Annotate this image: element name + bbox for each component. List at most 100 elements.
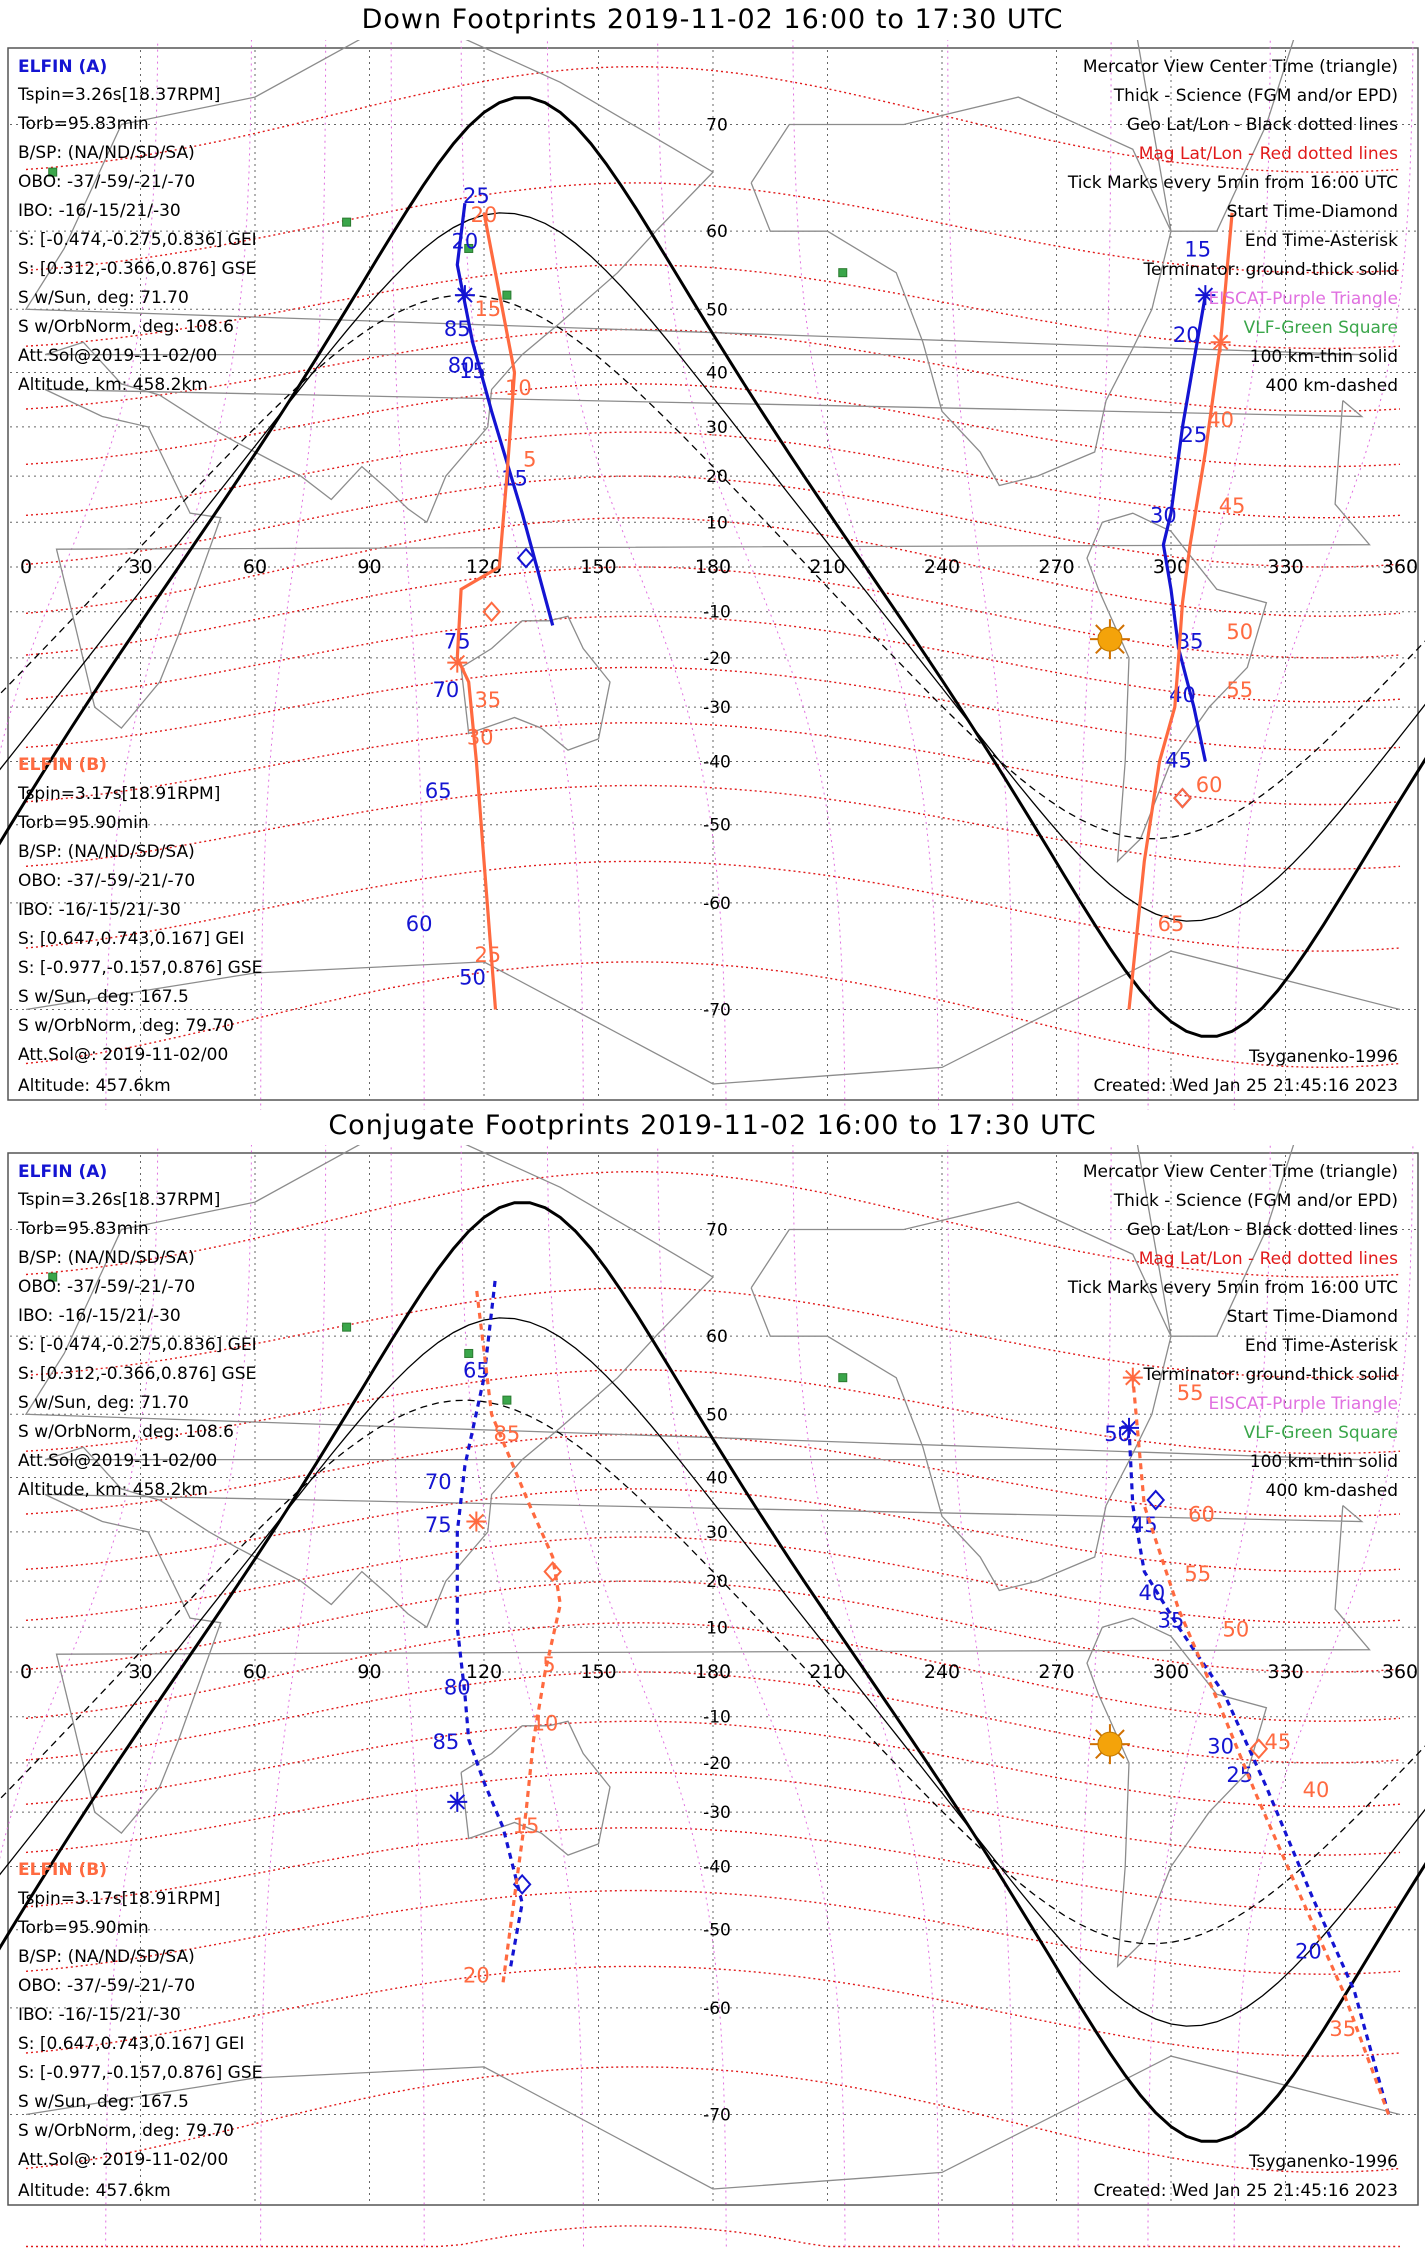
mag-meridian-line	[1077, 40, 1112, 1110]
elfin-a-info-line: Tspin=3.26s[18.37RPM]	[17, 1190, 220, 1210]
track-tick-label: 45	[1264, 1730, 1291, 1754]
mag-latitude-line	[25, 1671, 1401, 1764]
mag-latitude-line	[25, 1827, 1401, 1911]
mag-meridian-line	[947, 1145, 1014, 2247]
track-tick-label: 20	[1295, 1940, 1322, 1964]
lon-label: 180	[695, 1661, 731, 1683]
mag-latitude-line	[25, 1287, 1401, 1379]
coastline-6	[25, 2055, 1401, 2190]
mag-latitude-line	[25, 2066, 1401, 2174]
legend-line: Start Time-Diamond	[1227, 1307, 1398, 1327]
lat-label: -60	[703, 1999, 731, 2019]
sun-icon	[1097, 626, 1123, 652]
elfin-a-info-line: B/SP: (NA/ND/SD/SA)	[18, 143, 195, 163]
lon-label: 360	[1382, 556, 1418, 578]
mag-latitude-line	[25, 383, 1401, 468]
elfin-a-info-line: Altitude, km: 458.2km	[18, 1480, 208, 1500]
coastline-1	[1086, 1617, 1268, 1968]
vlf-site-square	[48, 1272, 58, 1282]
mag-meridian-line	[546, 40, 727, 1110]
mag-latitude-line	[25, 784, 1401, 870]
lat-label: 20	[706, 1572, 728, 1592]
lat-label: 30	[706, 1523, 728, 1543]
track-tick-label: 45	[1165, 748, 1192, 772]
lat-label: 50	[706, 300, 728, 320]
coastline-3	[24, 1145, 1362, 1629]
coastline-0	[750, 1201, 1172, 1592]
created-label: Created: Wed Jan 25 21:45:16 2023	[1093, 1076, 1398, 1096]
end-asterisk	[1197, 287, 1214, 303]
lat-label: -10	[703, 603, 731, 623]
created-label: Created: Wed Jan 25 21:45:16 2023	[1093, 2181, 1398, 2201]
legend-line: VLF-Green Square	[1244, 1423, 1398, 1443]
legend-line: Mag Lat/Lon - Red dotted lines	[1139, 144, 1398, 164]
terminator-100km	[0, 212, 1425, 922]
lon-label: 240	[924, 556, 960, 578]
vlf-site-square	[342, 217, 352, 227]
legend-line: 100 km-thin solid	[1250, 1452, 1398, 1472]
track-tick-label: 20	[463, 1963, 490, 1987]
elfin-a-info-line: S w/Sun, deg: 71.70	[18, 288, 189, 308]
mag-latitude-line	[25, 1170, 1401, 1278]
elfin-b2-track	[1131, 1377, 1391, 2116]
track-tick-label: 80	[444, 1675, 471, 1699]
elfin-a-info-line: S w/OrbNorm, deg: 108.6	[18, 1422, 234, 1442]
lat-label: 40	[706, 1468, 728, 1488]
mag-meridian-line	[546, 1145, 727, 2247]
lat-label: 60	[706, 222, 728, 242]
legend-line: VLF-Green Square	[1244, 318, 1398, 338]
mag-latitude-line	[25, 517, 1401, 617]
mag-meridian-line	[260, 40, 327, 1110]
coastline-0	[750, 96, 1172, 487]
lat-label: 10	[706, 513, 728, 533]
sun-ray	[1117, 1729, 1125, 1737]
lon-label: 90	[357, 1661, 381, 1683]
legend-line: End Time-Asterisk	[1245, 1336, 1398, 1356]
model-label: Tsyganenko-1996	[1248, 2152, 1398, 2172]
elfin-b-info-line: S w/Sun, deg: 167.5	[18, 987, 189, 1007]
mag-latitude-line	[25, 1536, 1401, 1624]
track-tick-label: 55	[1184, 1562, 1211, 1586]
elfin-b-info-line: IBO: -16/-15/21/-30	[18, 900, 181, 920]
coastline-2	[44, 1493, 1371, 1835]
start-diamond	[543, 1561, 563, 1583]
elfin-a-title: ELFIN (A)	[18, 1162, 107, 1182]
track-tick-label: 20	[1173, 323, 1200, 347]
elfin-b-info-line: B/SP: (NA/ND/SD/SA)	[18, 1947, 195, 1967]
end-asterisk	[1212, 334, 1229, 351]
lat-label: 50	[706, 1405, 728, 1425]
sun-ray	[1095, 646, 1103, 655]
lat-label: 60	[706, 1327, 728, 1347]
elfin-a-title: ELFIN (A)	[18, 57, 107, 77]
mag-latitude-line	[25, 1771, 1401, 1856]
track-tick-label: 60	[1188, 1503, 1215, 1527]
mag-latitude-line	[25, 1622, 1401, 1722]
model-label: Tsyganenko-1996	[1248, 1047, 1398, 1067]
elfin-b-info-line: Att.Sol@: 2019-11-02/00	[18, 1045, 228, 1065]
elfin-a-info-line: Torb=95.83min	[17, 1219, 149, 1239]
track-tick-label: 85	[432, 1730, 459, 1754]
track-tick-label: 30	[1150, 503, 1177, 527]
elfin-a-info-line: S w/OrbNorm, deg: 108.6	[18, 317, 234, 337]
track-tick-label: 40	[1303, 1778, 1330, 1802]
legend-line: 100 km-thin solid	[1250, 347, 1398, 367]
terminator-100km	[0, 1317, 1425, 2027]
elfin-b-info-line: S: [0.647,0.743,0.167] GEI	[18, 929, 244, 949]
track-tick-label: 55	[1177, 1381, 1204, 1405]
vlf-site-square	[48, 167, 58, 177]
lon-label: 300	[1153, 556, 1189, 578]
elfin-a2-track	[1127, 1427, 1391, 2115]
legend-line: Mercator View Center Time (triangle)	[1083, 57, 1398, 77]
track-tick-label: 50	[1226, 620, 1253, 644]
legend-line: Tick Marks every 5min from 16:00 UTC	[1067, 1278, 1398, 1298]
mag-latitude-line	[25, 65, 1401, 173]
mag-latitude-line	[25, 1580, 1401, 1673]
lat-label: -30	[703, 698, 731, 718]
start-diamond	[482, 601, 501, 623]
mag-latitude-line	[25, 431, 1401, 519]
mag-latitude-line	[25, 1488, 1401, 1573]
track-tick-label: 70	[432, 678, 459, 702]
lon-label: 300	[1153, 1661, 1189, 1683]
lon-label: 360	[1382, 1661, 1418, 1683]
end-asterisk	[449, 1794, 466, 1810]
